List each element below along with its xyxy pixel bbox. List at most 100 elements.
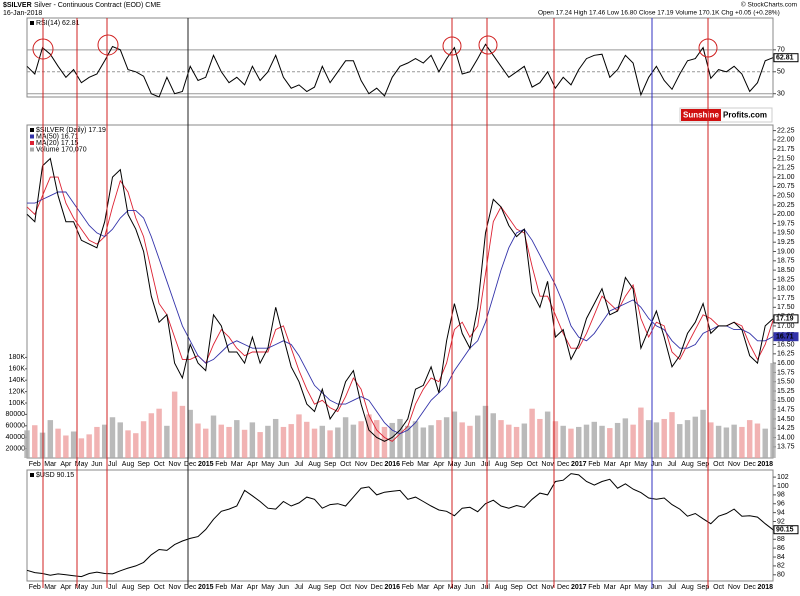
x-tick-label: Nov	[355, 584, 368, 591]
legend-label: MA(20) 17.15	[36, 140, 79, 147]
x-tick-label: Dec	[370, 461, 383, 468]
x-tick-label: Jul	[295, 461, 304, 468]
last-value-box	[773, 525, 799, 535]
y2-tick-label: 140K	[9, 377, 26, 384]
volume-bar	[86, 434, 92, 458]
volume-bar	[490, 413, 496, 458]
volume-bar	[467, 425, 473, 458]
volume-bar	[203, 428, 209, 458]
logo: Sunshine Profits.com	[679, 107, 773, 123]
volume-bar	[24, 430, 30, 458]
last-value-box	[773, 53, 799, 63]
y-tick-label: 98	[777, 492, 785, 499]
y-tick-label: 30	[777, 91, 785, 98]
x-tick-label: Apr	[433, 584, 445, 591]
volume-bar	[645, 420, 652, 458]
y-tick-label: 14.75	[777, 406, 795, 413]
volume-bar	[164, 425, 170, 458]
x-tick-label: May	[634, 461, 648, 468]
x-tick-label: Sep	[510, 461, 523, 468]
y-tick-label: 14.00	[777, 434, 795, 441]
y-tick-label: 13.75	[777, 444, 795, 451]
x-tick-label: Feb	[588, 584, 600, 591]
volume-bar	[171, 391, 178, 458]
x-tick-label: Mar	[44, 584, 57, 591]
volume-bar	[614, 422, 621, 458]
volume-bar	[506, 424, 512, 458]
x-tick-label: Jul	[668, 461, 677, 468]
x-tick-label: Sep	[137, 461, 150, 468]
x-tick-label: 2015	[198, 584, 214, 591]
last-value-label: 16.71	[776, 334, 794, 341]
y-tick-label: 82	[777, 563, 785, 570]
volume-bar	[715, 425, 722, 458]
volume-bar	[653, 422, 660, 458]
volume-bar	[591, 421, 597, 458]
x-tick-label: Sep	[510, 584, 523, 591]
y-tick-label: 22.25	[777, 127, 795, 134]
subtitle: Silver - Continuous Contract (EOD) CME	[34, 2, 161, 9]
x-tick-label: May	[634, 584, 648, 591]
x-tick-label: Jun	[91, 461, 102, 468]
volume-bar	[622, 418, 629, 458]
volume-bar	[428, 425, 434, 458]
volume-bar	[366, 414, 372, 458]
volume-bar	[529, 408, 535, 458]
volume-bar	[513, 426, 520, 458]
volume-bar	[140, 421, 147, 458]
volume-bar	[661, 418, 667, 458]
volume-bar	[708, 422, 714, 458]
last-value-box	[773, 332, 799, 342]
logo-text: Profits.com	[723, 111, 767, 120]
x-tick-label: Apr	[60, 461, 72, 468]
series-line	[26, 157, 774, 442]
volume-bar	[498, 420, 504, 458]
legend-swatch	[30, 128, 34, 132]
volume-bar	[723, 427, 730, 458]
series-line	[26, 43, 774, 98]
volume-bar	[335, 427, 341, 458]
y-tick-label: 94	[777, 509, 785, 516]
volume-bar	[342, 417, 349, 458]
x-tick-label: Aug	[495, 584, 508, 591]
x-tick-label: Feb	[29, 461, 41, 468]
volume-bar	[133, 433, 139, 458]
volume-bar	[272, 418, 279, 458]
x-tick-label: Jun	[651, 584, 662, 591]
x-tick-label: Aug	[308, 584, 321, 591]
x-tick-label: Oct	[713, 584, 724, 591]
volume-bar	[70, 431, 77, 458]
y-tick-label: 18.75	[777, 258, 795, 265]
x-tick-label: Feb	[215, 461, 227, 468]
y-tick-label: 18.25	[777, 276, 795, 283]
marker-circle	[478, 35, 498, 55]
volume-bar	[762, 428, 768, 458]
y-tick-label: 86	[777, 545, 785, 552]
volume-bar	[482, 405, 489, 458]
volume-bar	[537, 418, 543, 458]
quote: Open 17.24 High 17.46 Low 16.80 Close 17…	[538, 10, 780, 17]
x-tick-label: Mar	[231, 584, 244, 591]
x-tick-label: Feb	[402, 461, 414, 468]
volume-bar	[443, 417, 450, 458]
x-tick-label: Sep	[697, 584, 710, 591]
y-tick-label: 50	[777, 69, 785, 76]
y-tick-label: 17.75	[777, 295, 795, 302]
x-tick-label: Apr	[247, 461, 259, 468]
volume-bar	[234, 420, 240, 458]
y-tick-label: 100	[777, 483, 789, 490]
marker-circle	[442, 36, 462, 56]
series-line	[27, 191, 774, 435]
volume-bar	[739, 426, 745, 458]
volume-bar	[187, 409, 193, 458]
legend-swatch	[30, 147, 34, 152]
x-tick-label: May	[261, 584, 275, 591]
volume-bar	[195, 423, 201, 458]
volume-bar	[55, 428, 61, 458]
volume-bar	[296, 414, 302, 458]
date: 16-Jan-2018	[3, 10, 42, 17]
x-tick-label: Jun	[464, 461, 475, 468]
volume-bar	[420, 427, 427, 458]
volume-bar	[521, 423, 528, 458]
volume-bar	[226, 426, 232, 458]
